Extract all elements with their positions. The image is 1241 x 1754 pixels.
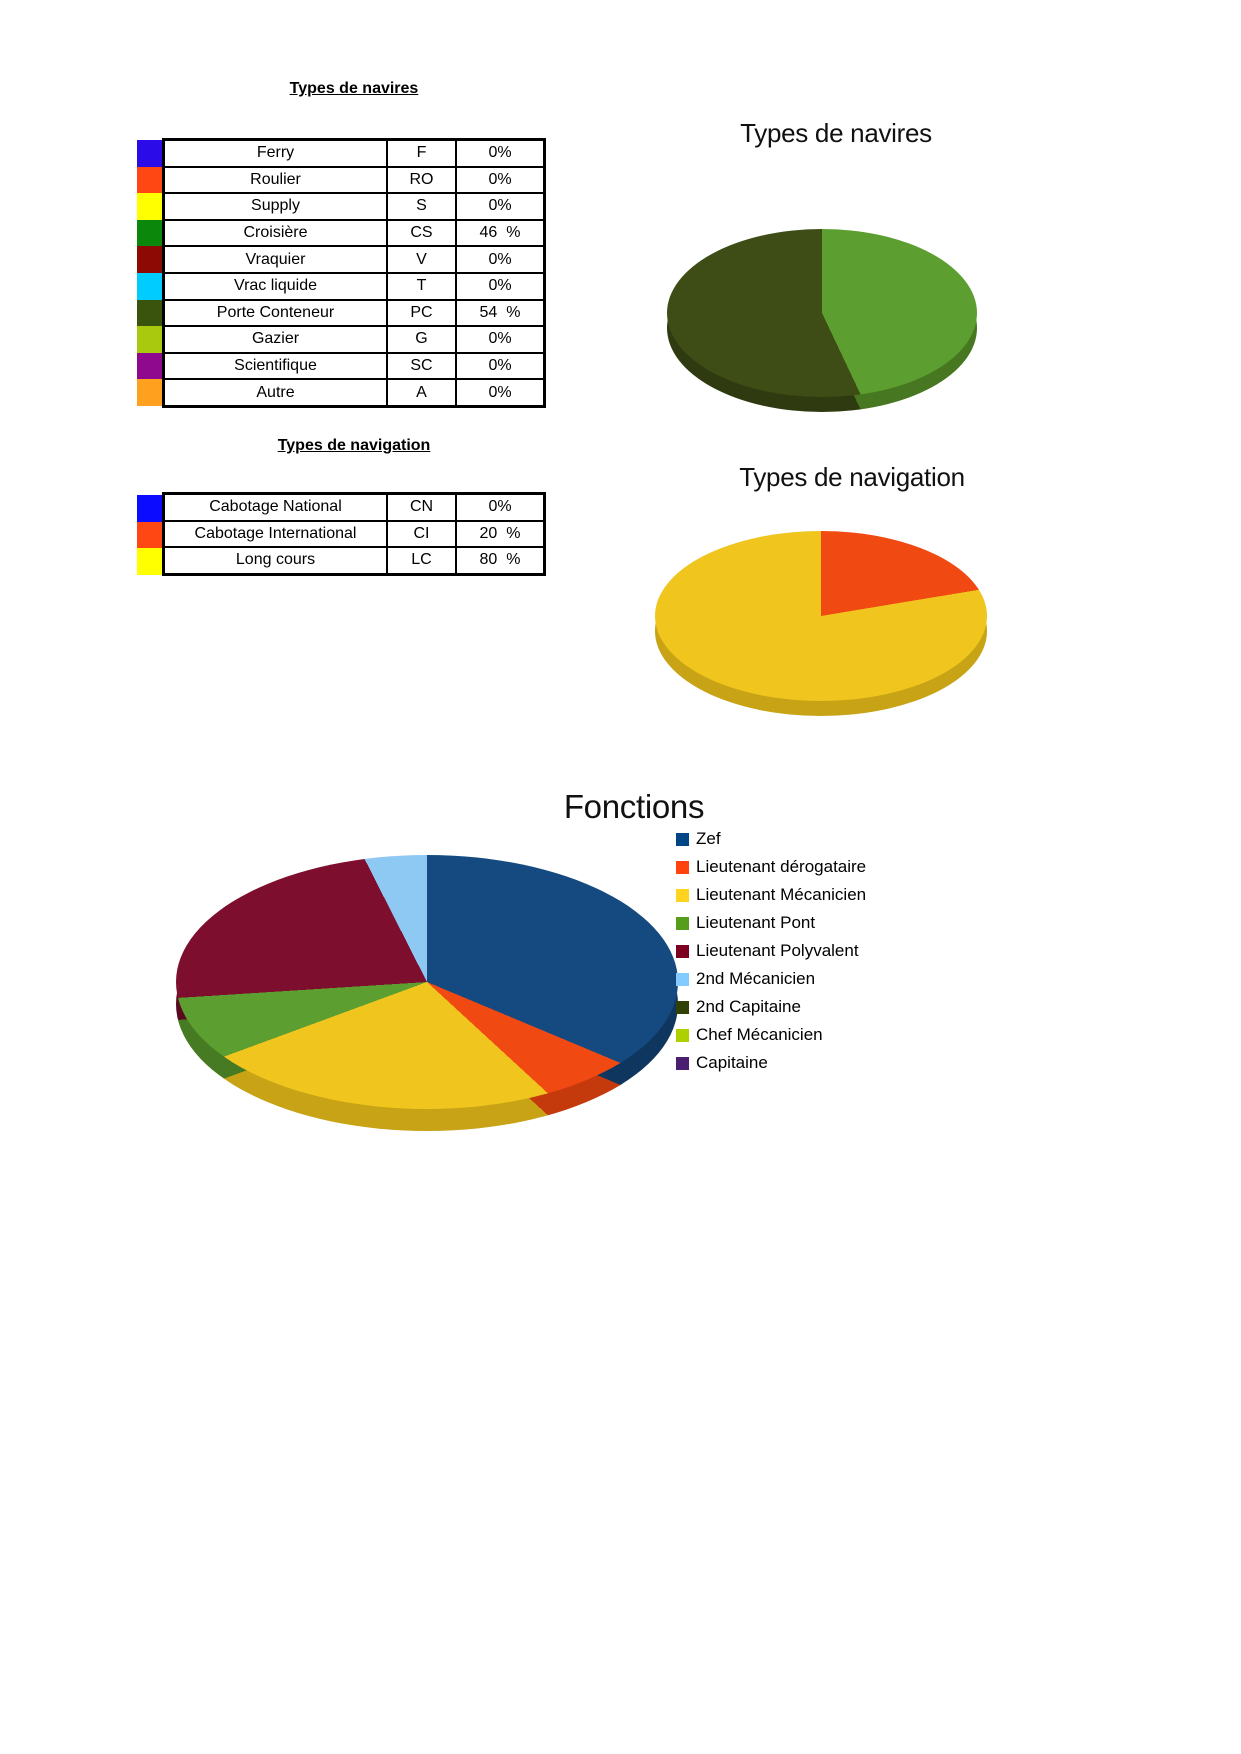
legend-label: 2nd Mécanicien: [696, 969, 816, 988]
type-label-cell: Autre: [165, 380, 386, 405]
code-cell: CN: [388, 495, 455, 520]
navires-chart-title: Types de navires: [740, 118, 932, 148]
percent-cell: 0%: [457, 194, 543, 219]
code-cell: F: [388, 141, 455, 166]
legend-label: 2nd Capitaine: [696, 997, 801, 1016]
legend-item: Lieutenant dérogataire: [676, 853, 866, 881]
legend-label: Zef: [696, 829, 721, 848]
legend-color-swatch: [676, 1056, 689, 1070]
legend-item: Capitaine: [676, 1049, 866, 1077]
code-cell: CI: [388, 521, 455, 547]
code-cell: S: [388, 194, 455, 219]
percent-cell: 0%: [457, 141, 543, 166]
type-label-cell: Long cours: [165, 548, 386, 573]
row-color-swatch: [137, 246, 162, 273]
percent-cell: 0%: [457, 327, 543, 352]
legend-label: Lieutenant Polyvalent: [696, 941, 859, 960]
percent-cell: 0%: [457, 495, 543, 520]
fonctions-chart-title: Fonctions: [563, 788, 705, 825]
row-color-swatch: [137, 326, 162, 353]
legend-color-swatch: [676, 1028, 689, 1042]
row-color-swatch: [137, 166, 162, 194]
row-color-swatch: [137, 193, 162, 220]
row-color-swatch: [137, 521, 162, 549]
percent-cell: 46 %: [457, 220, 543, 246]
percent-cell: 20 %: [457, 521, 543, 547]
pie-face: [176, 854, 678, 1110]
legend-color-swatch: [676, 860, 689, 874]
row-color-swatch: [137, 379, 162, 406]
section-heading-types-de-navires: Types de navires: [289, 80, 419, 97]
row-color-swatch: [137, 299, 162, 327]
legend-color-swatch: [676, 972, 689, 986]
type-label-cell: Scientifique: [165, 353, 386, 379]
legend-label: Lieutenant Pont: [696, 913, 816, 932]
section-heading-types-de-navigation: Types de navigation: [277, 437, 431, 454]
row-color-swatch: [137, 495, 162, 522]
percent-cell: 0%: [457, 167, 543, 193]
code-cell: SC: [388, 353, 455, 379]
legend-label: Lieutenant Mécanicien: [696, 885, 867, 904]
legend-label: Chef Mécanicien: [696, 1025, 823, 1044]
percent-cell: 0%: [457, 380, 543, 405]
legend-item: Lieutenant Polyvalent: [676, 937, 866, 965]
code-cell: T: [388, 273, 455, 299]
percent-cell: 0%: [457, 353, 543, 379]
navigation-chart-title: Types de navigation: [739, 462, 965, 492]
code-cell: LC: [388, 548, 455, 573]
row-color-swatch: [137, 272, 162, 300]
pie-face: [655, 531, 987, 701]
legend-label: Lieutenant dérogataire: [696, 857, 867, 876]
legend-item: Zef: [676, 825, 866, 853]
legend-item: 2nd Capitaine: [676, 993, 866, 1021]
type-label-cell: Supply: [165, 194, 386, 219]
row-color-swatch: [137, 219, 162, 247]
legend-item: Lieutenant Pont: [676, 909, 866, 937]
legend-color-swatch: [676, 944, 689, 958]
row-color-swatch: [137, 548, 162, 575]
legend-color-swatch: [676, 832, 689, 846]
code-cell: V: [388, 247, 455, 272]
type-label-cell: Cabotage National: [165, 495, 386, 520]
legend-item: Chef Mécanicien: [676, 1021, 866, 1049]
type-label-cell: Gazier: [165, 327, 386, 352]
code-cell: A: [388, 380, 455, 405]
code-cell: RO: [388, 167, 455, 193]
navigation-table: Cabotage National CN 0% Cabotage Internatio…: [162, 492, 546, 576]
legend-color-swatch: [676, 916, 689, 930]
type-label-cell: Roulier: [165, 167, 386, 193]
type-label-cell: Porte Conteneur: [165, 300, 386, 326]
row-color-swatch: [137, 140, 162, 167]
row-color-swatch: [137, 352, 162, 380]
type-label-cell: Vrac liquide: [165, 273, 386, 299]
navires-color-swatch-strip: [137, 140, 162, 406]
legend-color-swatch: [676, 888, 689, 902]
code-cell: PC: [388, 300, 455, 326]
legend-item: 2nd Mécanicien: [676, 965, 866, 993]
fonctions-legend: Zef Lieutenant dérogataire Lieutenant Méca…: [676, 825, 866, 1077]
type-label-cell: Croisière: [165, 220, 386, 246]
code-cell: G: [388, 327, 455, 352]
code-cell: CS: [388, 220, 455, 246]
legend-item: Lieutenant Mécanicien: [676, 881, 866, 909]
pie-face: [667, 229, 977, 397]
legend-label: Capitaine: [696, 1053, 768, 1072]
navigation-color-swatch-strip: [137, 495, 162, 575]
percent-cell: 54 %: [457, 300, 543, 326]
percent-cell: 0%: [457, 273, 543, 299]
percent-cell: 0%: [457, 247, 543, 272]
legend-color-swatch: [676, 1000, 689, 1014]
type-label-cell: Cabotage International: [165, 521, 386, 547]
percent-cell: 80 %: [457, 548, 543, 573]
navires-table: Ferry F 0% Roulier RO 0% Supply S 0% Croisière CS 4…: [162, 138, 546, 408]
type-label-cell: Vraquier: [165, 247, 386, 272]
type-label-cell: Ferry: [165, 141, 386, 166]
